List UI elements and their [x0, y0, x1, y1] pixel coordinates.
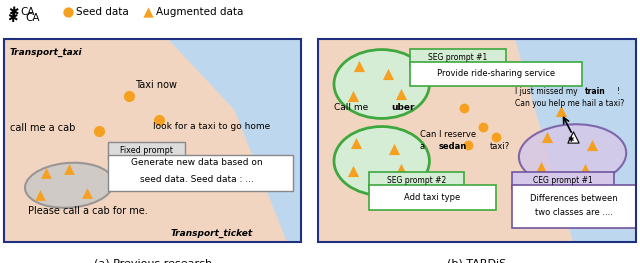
Text: CEG prompt #1: CEG prompt #1 — [533, 176, 593, 185]
Text: Generate new data based on: Generate new data based on — [131, 159, 263, 168]
FancyBboxPatch shape — [369, 172, 465, 189]
Text: Augmented data: Augmented data — [156, 7, 243, 17]
Text: (b) TARDiS: (b) TARDiS — [447, 258, 507, 263]
Point — [396, 92, 406, 96]
Ellipse shape — [334, 49, 429, 118]
Text: Can you help me hail a taxi?: Can you help me hail a taxi? — [515, 99, 625, 108]
Text: Provide ride-sharing service: Provide ride-sharing service — [437, 69, 556, 78]
Text: Add taxi type: Add taxi type — [404, 193, 461, 202]
Point — [536, 165, 546, 169]
Point — [389, 147, 399, 151]
Ellipse shape — [334, 127, 429, 195]
Text: I just missed my: I just missed my — [515, 87, 580, 96]
Text: Differences between: Differences between — [531, 194, 618, 203]
Text: ✱: ✱ — [8, 6, 19, 18]
Text: seed data. Seed data : ...: seed data. Seed data : ... — [140, 175, 254, 184]
Point — [568, 135, 578, 139]
Point — [348, 94, 358, 98]
Text: ✱: ✱ — [8, 12, 18, 25]
FancyBboxPatch shape — [108, 155, 292, 191]
Text: train: train — [585, 87, 606, 96]
Point — [460, 106, 470, 110]
Text: CA: CA — [26, 13, 40, 23]
Text: Can I reserve: Can I reserve — [420, 130, 476, 139]
Point — [154, 118, 164, 123]
Text: Seed data: Seed data — [76, 7, 129, 17]
Ellipse shape — [519, 124, 626, 185]
Point — [580, 167, 590, 171]
Point — [82, 191, 92, 195]
FancyBboxPatch shape — [369, 185, 496, 210]
Text: uber: uber — [391, 103, 415, 112]
Polygon shape — [206, 39, 301, 242]
Point — [491, 135, 501, 139]
Text: !: ! — [617, 87, 620, 96]
Point — [351, 141, 362, 145]
Polygon shape — [4, 39, 301, 242]
Text: (a) Previous research: (a) Previous research — [93, 258, 212, 263]
Point — [396, 167, 406, 171]
Point — [64, 167, 74, 171]
Text: ✱: ✱ — [568, 135, 574, 144]
Point — [542, 135, 552, 139]
Point — [383, 72, 393, 76]
Text: Please call a cab for me.: Please call a cab for me. — [28, 206, 147, 216]
FancyBboxPatch shape — [512, 172, 614, 189]
Text: sedan: sedan — [439, 142, 467, 151]
Text: SEG prompt #2: SEG prompt #2 — [387, 176, 446, 185]
Text: a: a — [420, 142, 428, 151]
Point — [478, 124, 488, 129]
FancyBboxPatch shape — [410, 49, 506, 66]
Text: Transport_taxi: Transport_taxi — [10, 48, 83, 57]
Polygon shape — [318, 39, 636, 242]
Point — [556, 109, 566, 113]
Text: CA: CA — [20, 7, 35, 17]
Text: SEG prompt #1: SEG prompt #1 — [428, 53, 488, 62]
Point — [94, 128, 104, 133]
FancyBboxPatch shape — [410, 62, 582, 86]
Text: Fixed prompt: Fixed prompt — [120, 146, 173, 155]
Point — [143, 10, 153, 14]
Text: Taxi now: Taxi now — [135, 80, 177, 90]
Point — [35, 193, 45, 198]
Point — [40, 171, 51, 175]
FancyBboxPatch shape — [108, 142, 186, 159]
Polygon shape — [168, 39, 301, 181]
Point — [348, 169, 358, 173]
Point — [124, 94, 134, 98]
Ellipse shape — [25, 163, 114, 208]
Point — [63, 10, 73, 14]
Point — [586, 143, 596, 147]
Text: Call me: Call me — [334, 103, 371, 112]
Text: call me a cab: call me a cab — [10, 123, 75, 133]
Point — [355, 64, 365, 68]
FancyBboxPatch shape — [512, 185, 636, 228]
Text: taxi?: taxi? — [490, 142, 510, 151]
Text: look for a taxi to go home: look for a taxi to go home — [153, 122, 270, 130]
Point — [463, 143, 473, 147]
Polygon shape — [515, 39, 636, 242]
Text: two classes are ....: two classes are .... — [535, 208, 613, 217]
Text: Transport_ticket: Transport_ticket — [170, 229, 253, 238]
